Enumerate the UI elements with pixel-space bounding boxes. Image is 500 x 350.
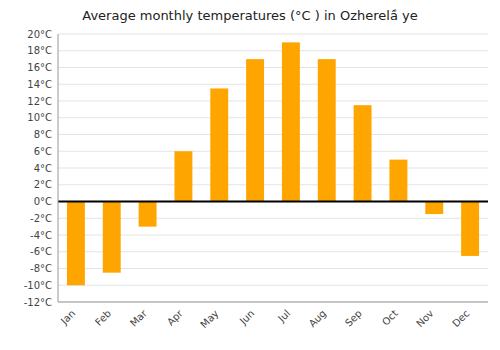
x-tick-label: Apr	[165, 307, 186, 328]
grid-line	[58, 84, 488, 85]
grid-line	[58, 184, 488, 185]
y-tick-label: -8°C	[30, 263, 52, 274]
x-tick-label: Dec	[450, 308, 471, 329]
grid-line	[58, 201, 488, 202]
bar	[139, 202, 157, 227]
grid-line	[58, 251, 488, 252]
bar	[67, 202, 85, 286]
x-tick-label: Jul	[275, 308, 292, 325]
y-tick-label: 4°C	[34, 163, 52, 174]
y-tick-label: 8°C	[34, 129, 52, 140]
grid-line	[58, 235, 488, 236]
bar	[282, 42, 300, 201]
x-tick-label: Aug	[307, 308, 329, 330]
bar	[461, 202, 479, 256]
y-tick-label: 12°C	[27, 96, 52, 107]
grid	[58, 34, 488, 302]
bar	[389, 160, 407, 202]
x-tick-label: Mar	[128, 307, 150, 329]
grid-line	[58, 34, 488, 35]
y-tick-label: -12°C	[24, 297, 52, 308]
x-tick-label: Feb	[93, 308, 113, 328]
y-tick-label: -6°C	[30, 246, 52, 257]
y-tick-label: -4°C	[30, 230, 52, 241]
bar	[174, 151, 192, 201]
grid-line	[58, 218, 488, 219]
x-tick-label: Jan	[58, 308, 77, 327]
bar	[425, 202, 443, 215]
grid-line	[58, 50, 488, 51]
x-tick-label: Oct	[380, 308, 400, 328]
x-tick-label: Sep	[343, 308, 364, 329]
title: Average monthly temperatures (°C ) in Oz…	[82, 8, 418, 23]
y-tick-label: 2°C	[34, 179, 52, 190]
y-tick-label: 0°C	[34, 196, 52, 207]
grid-line	[58, 101, 488, 102]
grid-line	[58, 302, 488, 303]
chart: Average monthly temperatures (°C ) in Oz…	[0, 0, 500, 350]
bar	[318, 59, 336, 201]
bar	[246, 59, 264, 201]
y-tick-label: -10°C	[24, 280, 52, 291]
y-tick-label: -2°C	[30, 213, 52, 224]
grid-line	[58, 134, 488, 135]
y-tick-label: 16°C	[27, 62, 52, 73]
x-axis-line	[58, 302, 488, 303]
bar	[103, 202, 121, 273]
grid-line	[58, 168, 488, 169]
x-tick-label: Jun	[237, 308, 257, 328]
zero-line	[58, 201, 488, 203]
y-tick-label: 18°C	[27, 45, 52, 56]
y-tick-label: 20°C	[27, 29, 52, 40]
bar	[210, 88, 228, 201]
y-tick-label: 14°C	[27, 79, 52, 90]
x-tick-label: May	[198, 308, 220, 330]
grid-line	[58, 151, 488, 152]
y-tick-label: 6°C	[34, 146, 52, 157]
grid-line	[58, 67, 488, 68]
y-tick-label: 10°C	[27, 112, 52, 123]
grid-line	[58, 285, 488, 286]
y-axis-line	[58, 34, 59, 302]
x-tick-label: Nov	[414, 308, 436, 330]
bar	[354, 105, 372, 201]
bars	[67, 42, 479, 285]
grid-line	[58, 117, 488, 118]
grid-line	[58, 268, 488, 269]
